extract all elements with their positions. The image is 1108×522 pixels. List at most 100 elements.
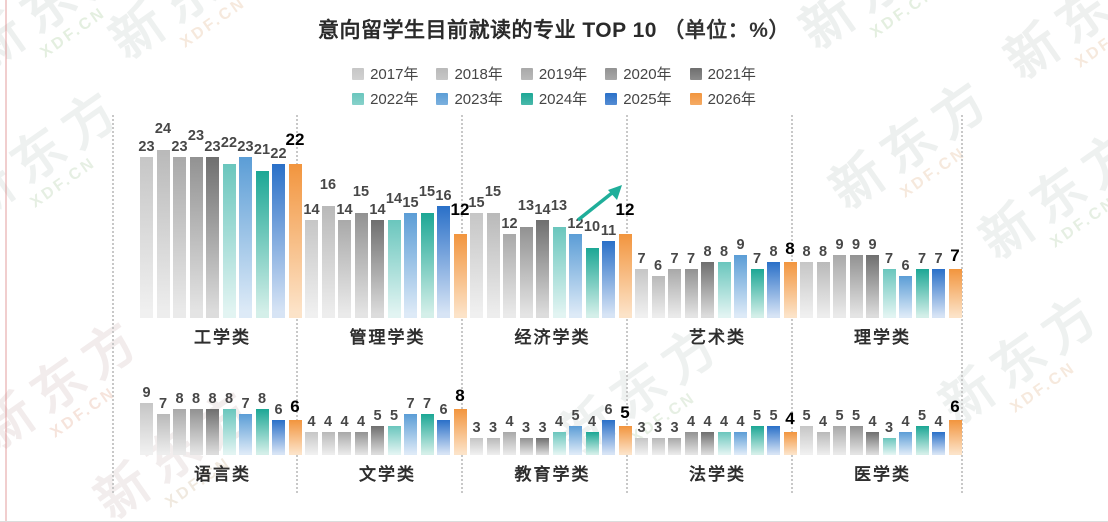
bar-2024 [750, 426, 764, 455]
value-label-2023: 23 [237, 138, 254, 155]
bar-2020 [684, 269, 698, 318]
value-label-2025: 11 [600, 222, 617, 239]
legend-item-2018: 2018年 [436, 63, 503, 84]
value-label-2019: 8 [175, 390, 184, 407]
value-label-2020: 23 [187, 127, 205, 144]
bar-2021 [536, 220, 549, 318]
title-unit: （单位：%） [663, 19, 790, 42]
bar-2019 [338, 432, 351, 455]
bar-2026 [948, 269, 962, 318]
value-label-2026: 5 [620, 403, 630, 422]
bar-2021 [371, 426, 384, 455]
bar-2019 [668, 438, 681, 455]
bar-2020 [849, 255, 863, 318]
value-label-2025: 4 [934, 413, 943, 430]
dotted-separator [961, 115, 963, 493]
value-label-2018: 8 [818, 243, 828, 260]
chart-group-工学类: 23 24 23 23 23 22 23 21 22 22 工学类 [138, 121, 305, 347]
value-label-2024: 8 [257, 390, 267, 407]
value-label-2021: 14 [534, 201, 551, 218]
bar-2021 [866, 432, 879, 455]
value-label-2025: 16 [435, 187, 452, 204]
bar-2017 [635, 269, 648, 318]
legend-swatch-2017 [352, 67, 365, 80]
value-label-2025: 7 [934, 250, 943, 267]
bar-2023 [404, 414, 417, 455]
chart-legend: 2017年 2018年 2019年 2020年 2021年 2022年 2023年 2024年… [0, 61, 1108, 111]
bar-2025 [272, 420, 285, 455]
legend-item-2022: 2022年 [352, 88, 418, 109]
bar-2025 [602, 420, 615, 455]
category-label-工学类: 工学类 [194, 328, 251, 347]
bar-2019 [338, 220, 351, 318]
category-label-医学类: 医学类 [854, 465, 911, 484]
value-label-2020: 13 [517, 197, 535, 214]
bar-2025 [272, 164, 285, 318]
value-label-2023: 5 [571, 407, 580, 424]
chart-group-医学类: 5 4 5 5 4 3 4 5 4 6 医学类 [800, 368, 965, 484]
bar-2025 [932, 432, 945, 455]
bar-2019 [833, 426, 846, 455]
value-label-2019: 12 [501, 215, 518, 232]
legend-swatch-2024 [520, 92, 533, 105]
value-label-2020: 15 [352, 183, 370, 200]
value-label-2017: 8 [802, 243, 811, 260]
value-label-2018: 3 [653, 419, 663, 436]
value-label-2019: 14 [336, 201, 353, 218]
bar-2023 [239, 414, 252, 455]
bar-2021 [371, 220, 384, 318]
chart-group-理学类: 8 8 9 9 9 7 6 7 7 7 理学类 [800, 130, 965, 347]
bar-2021 [536, 438, 549, 455]
bar-2021 [206, 409, 219, 455]
value-label-2017: 5 [802, 407, 811, 424]
bar-2019 [173, 409, 186, 455]
value-label-2021: 3 [538, 419, 547, 436]
value-label-2017: 7 [637, 250, 646, 267]
value-label-2025: 6 [274, 401, 283, 418]
legend-swatch-2026 [689, 92, 702, 105]
chart-group-法学类: 3 3 3 4 4 4 4 5 5 4 法学类 [635, 368, 800, 484]
category-label-教育学类: 教育学类 [514, 465, 591, 484]
category-label-文学类: 文学类 [359, 465, 416, 484]
bar-2023 [239, 157, 252, 318]
value-label-2019: 4 [340, 413, 349, 430]
trend-up-arrow-icon [576, 185, 622, 222]
category-label-理学类: 理学类 [854, 328, 911, 347]
value-label-2022: 22 [220, 134, 238, 151]
value-label-2019: 3 [670, 419, 679, 436]
bar-2021 [701, 262, 714, 318]
value-label-2024: 7 [917, 250, 927, 267]
bar-2025 [437, 206, 450, 318]
value-label-2023: 6 [901, 257, 910, 274]
legend-item-2019: 2019年 [520, 63, 587, 84]
value-label-2019: 9 [835, 236, 844, 253]
legend-item-2025: 2025年 [605, 88, 672, 109]
value-label-2024: 5 [917, 407, 927, 424]
legend-swatch-2019 [520, 67, 533, 80]
value-label-2023: 4 [736, 413, 745, 430]
value-label-2017: 3 [472, 419, 481, 436]
bar-2017 [800, 262, 813, 318]
bar-2018 [816, 262, 830, 318]
bar-2018 [321, 432, 335, 455]
chart-group-文学类: 4 4 4 4 5 5 7 7 6 8 文学类 [305, 368, 470, 484]
value-label-2022: 8 [719, 243, 729, 260]
bar-2025 [932, 269, 945, 318]
bar-2020 [849, 426, 863, 455]
value-label-2019: 23 [171, 138, 188, 155]
legend-item-2023: 2023年 [436, 88, 503, 109]
value-label-2026: 8 [455, 386, 465, 405]
bar-2020 [354, 213, 368, 318]
bar-2022 [882, 269, 896, 318]
chart-group-语言类: 9 7 8 8 8 8 7 8 6 6 语言类 [140, 368, 305, 484]
value-label-2020: 3 [521, 419, 531, 436]
bar-2017 [305, 220, 318, 318]
value-label-2025: 6 [604, 401, 613, 418]
bar-2019 [833, 255, 846, 318]
bar-2022 [552, 432, 566, 455]
page-title: 意向留学生目前就读的专业 TOP 10 （单位：%） [0, 14, 1108, 44]
value-label-2025: 5 [769, 407, 778, 424]
value-label-2018: 4 [323, 413, 333, 430]
legend-swatch-2018 [436, 67, 449, 80]
bar-2026 [618, 234, 632, 318]
